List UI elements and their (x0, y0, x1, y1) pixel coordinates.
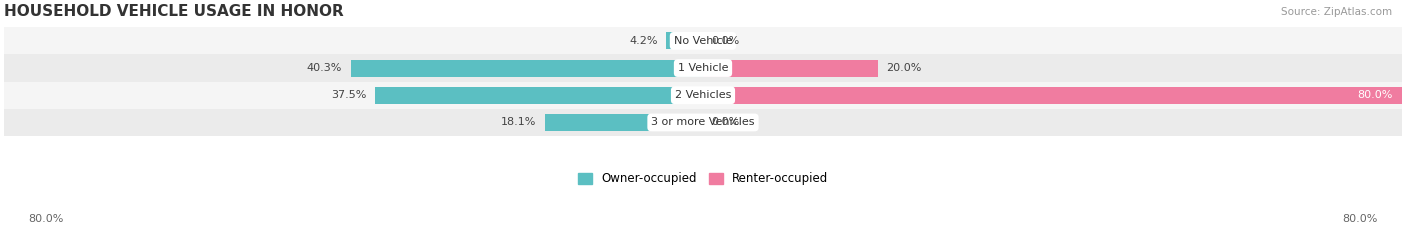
Bar (703, 60, 877, 76)
Text: 0.0%: 0.0% (711, 117, 740, 127)
Legend: Owner-occupied, Renter-occupied: Owner-occupied, Renter-occupied (572, 168, 834, 190)
Text: 4.2%: 4.2% (628, 36, 658, 46)
Text: 3 or more Vehicles: 3 or more Vehicles (651, 117, 755, 127)
Bar (375, 87, 703, 104)
Text: 80.0%: 80.0% (1358, 90, 1393, 100)
Text: 80.0%: 80.0% (1343, 214, 1378, 224)
Text: 0.0%: 0.0% (711, 36, 740, 46)
Bar (703, 87, 1402, 104)
Bar (546, 114, 703, 131)
Bar (4, 82, 1402, 109)
Text: 80.0%: 80.0% (28, 214, 63, 224)
Bar (666, 32, 703, 49)
Bar (352, 60, 703, 76)
Text: 40.3%: 40.3% (307, 63, 342, 73)
Text: 20.0%: 20.0% (886, 63, 922, 73)
Text: No Vehicle: No Vehicle (673, 36, 733, 46)
Bar (4, 55, 1402, 82)
Text: HOUSEHOLD VEHICLE USAGE IN HONOR: HOUSEHOLD VEHICLE USAGE IN HONOR (4, 4, 344, 19)
Bar (4, 109, 1402, 136)
Text: Source: ZipAtlas.com: Source: ZipAtlas.com (1281, 7, 1392, 17)
Bar (4, 27, 1402, 55)
Text: 18.1%: 18.1% (501, 117, 536, 127)
Text: 37.5%: 37.5% (332, 90, 367, 100)
Text: 2 Vehicles: 2 Vehicles (675, 90, 731, 100)
Text: 1 Vehicle: 1 Vehicle (678, 63, 728, 73)
